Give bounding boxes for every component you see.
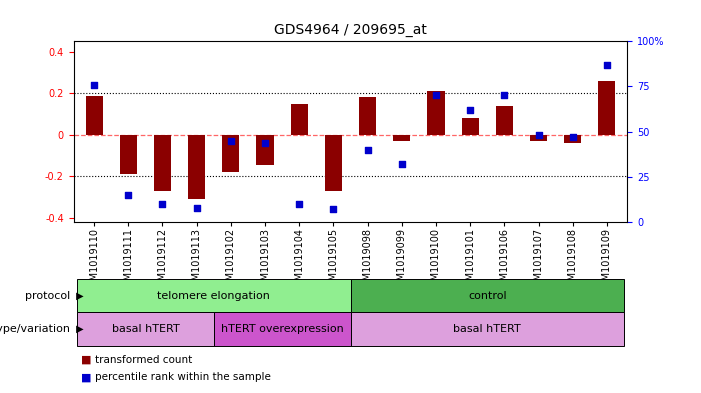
Text: telomere elongation: telomere elongation (157, 291, 270, 301)
Text: basal hTERT: basal hTERT (454, 324, 521, 334)
Point (191, 204, 203, 211)
Bar (222, 135, 240, 172)
Bar (257, 135, 273, 165)
Point (294, 201, 305, 207)
Bar (564, 135, 581, 143)
Point (259, 140, 271, 146)
Bar (214, 312, 350, 346)
Text: hTERT overexpression: hTERT overexpression (221, 324, 343, 334)
Bar (530, 135, 547, 141)
Bar (393, 135, 410, 141)
Text: ■: ■ (81, 372, 91, 382)
Point (465, 107, 476, 113)
Bar (350, 312, 624, 346)
Text: control: control (468, 291, 507, 301)
Bar (120, 135, 137, 174)
Text: ■: ■ (81, 354, 91, 365)
Point (533, 132, 544, 138)
Point (123, 192, 134, 198)
Bar (188, 135, 205, 199)
Bar (86, 96, 102, 135)
Point (157, 201, 168, 207)
Point (567, 134, 578, 140)
Text: transformed count: transformed count (95, 354, 192, 365)
Point (396, 161, 407, 167)
Point (601, 62, 613, 68)
Bar (461, 118, 479, 135)
Bar (325, 135, 342, 191)
Bar (599, 81, 615, 135)
Text: basal hTERT: basal hTERT (111, 324, 179, 334)
Bar (496, 106, 513, 135)
Point (498, 92, 510, 99)
Text: genotype/variation: genotype/variation (0, 324, 70, 334)
Point (328, 206, 339, 213)
Bar (291, 104, 308, 135)
Point (430, 92, 442, 99)
Bar (77, 312, 214, 346)
Text: ▶: ▶ (73, 324, 83, 334)
Bar (359, 97, 376, 135)
Bar (77, 279, 350, 312)
Point (225, 138, 236, 144)
Text: protocol: protocol (25, 291, 70, 301)
Text: ▶: ▶ (73, 291, 83, 301)
Title: GDS4964 / 209695_at: GDS4964 / 209695_at (274, 24, 427, 37)
Point (362, 147, 373, 153)
Bar (428, 91, 444, 135)
Point (88, 81, 100, 88)
Bar (154, 135, 171, 191)
Text: percentile rank within the sample: percentile rank within the sample (95, 372, 271, 382)
Bar (350, 279, 624, 312)
